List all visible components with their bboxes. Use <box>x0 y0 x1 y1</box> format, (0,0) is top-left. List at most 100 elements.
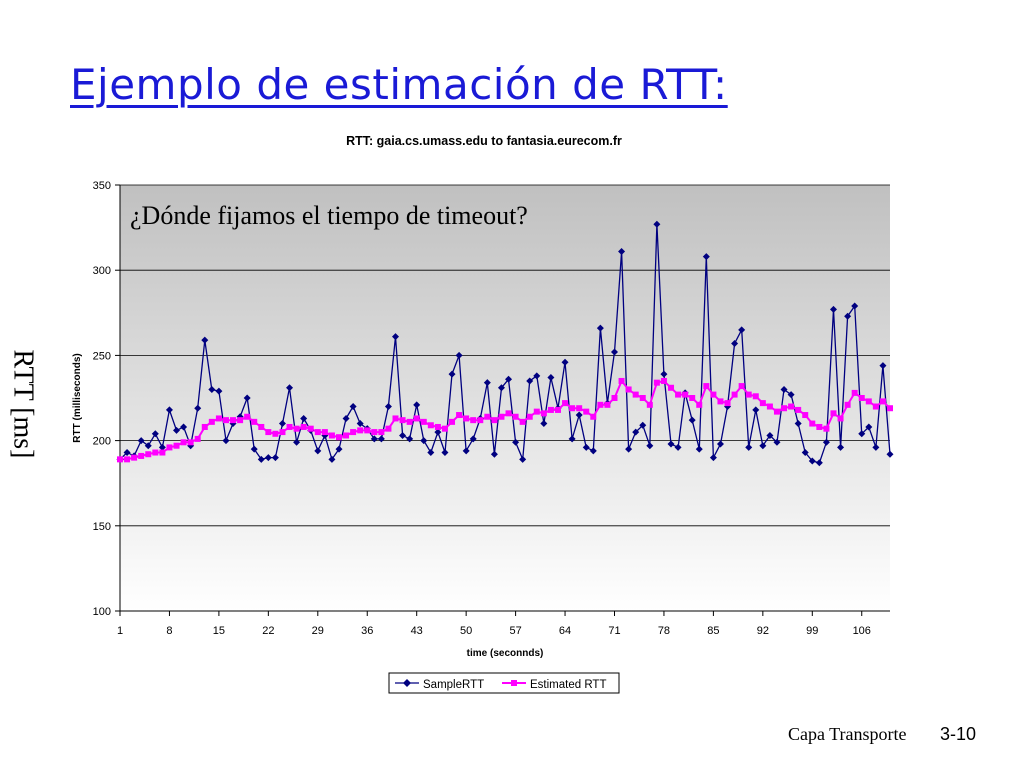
footer-page-number: 3-10 <box>940 724 977 744</box>
estimated-rtt-point <box>781 405 788 412</box>
estimated-rtt-point <box>343 432 350 439</box>
legend-estimated-label: Estimated RTT <box>530 679 606 691</box>
estimated-rtt-point <box>307 425 314 432</box>
legend-estimated-marker <box>511 680 517 686</box>
sample-rtt-point <box>384 403 392 411</box>
sample-rtt-point <box>625 445 633 453</box>
estimated-rtt-point <box>802 412 809 419</box>
sample-rtt-point <box>561 358 569 366</box>
sample-rtt-point <box>794 420 802 428</box>
estimated-rtt-point <box>696 401 703 408</box>
sample-rtt-point <box>829 305 837 313</box>
sample-rtt-point <box>165 406 173 414</box>
estimated-rtt-point <box>675 391 682 398</box>
estimated-rtt-point <box>816 423 823 430</box>
estimated-rtt-point <box>547 406 554 413</box>
sample-rtt-point <box>173 426 181 434</box>
sample-rtt-point <box>264 454 272 462</box>
x-tick-label: 64 <box>559 625 571 637</box>
sample-rtt-point <box>208 385 216 393</box>
sample-rtt-point <box>815 459 823 467</box>
sample-rtt-point <box>328 455 336 463</box>
x-tick-label: 92 <box>757 625 769 637</box>
estimated-rtt-point <box>569 405 576 412</box>
chart-title: RTT: gaia.cs.umass.edu to fantasia.eurec… <box>346 134 622 148</box>
sample-rtt-point <box>349 403 357 411</box>
x-tick-label: 43 <box>411 625 423 637</box>
sample-rtt-point <box>497 384 505 392</box>
estimated-rtt-point <box>159 449 166 456</box>
sample-rtt-point <box>858 430 866 438</box>
sample-rtt-point <box>533 372 541 380</box>
estimated-rtt-point <box>491 417 498 424</box>
sample-rtt-point <box>865 423 873 431</box>
sample-rtt-point <box>872 443 880 451</box>
estimated-rtt-point <box>293 425 300 432</box>
sample-rtt-point <box>194 404 202 412</box>
footer-section: Capa Transporte <box>788 724 907 744</box>
sample-rtt-point <box>512 438 520 446</box>
estimated-rtt-point <box>519 418 526 425</box>
estimated-rtt-point <box>208 418 215 425</box>
sample-rtt-point <box>335 445 343 453</box>
sample-rtt-point <box>314 447 322 455</box>
estimated-rtt-point <box>576 405 583 412</box>
estimated-rtt-point <box>420 418 427 425</box>
sample-rtt-point <box>441 449 449 457</box>
estimated-rtt-point <box>562 400 569 407</box>
estimated-rtt-point <box>357 427 364 434</box>
estimated-rtt-point <box>314 429 321 436</box>
sample-rtt-point <box>158 443 166 451</box>
sample-rtt-point <box>483 379 491 387</box>
y-tick-label: 350 <box>93 180 111 192</box>
estimated-rtt-point <box>505 410 512 417</box>
sample-rtt-point <box>886 450 894 458</box>
estimated-rtt-point <box>371 429 378 436</box>
sample-rtt-point <box>667 440 675 448</box>
estimated-rtt-point <box>145 451 152 458</box>
estimated-rtt-point <box>152 449 159 456</box>
estimated-rtt-point <box>399 417 406 424</box>
x-tick-label: 22 <box>262 625 274 637</box>
estimated-rtt-point <box>286 423 293 430</box>
plot-area <box>120 185 890 611</box>
sample-rtt-point <box>801 449 809 457</box>
sample-rtt-point <box>420 437 428 445</box>
sample-rtt-point <box>773 438 781 446</box>
sample-rtt-point <box>243 394 251 402</box>
sample-rtt-point <box>490 450 498 458</box>
sample-rtt-point <box>547 374 555 382</box>
sample-rtt-point <box>286 384 294 392</box>
estimated-rtt-point <box>364 427 371 434</box>
sample-rtt-point <box>448 370 456 378</box>
chart-annotation: ¿Dónde fijamos el tiempo de timeout? <box>130 201 528 230</box>
sample-rtt-point <box>879 362 887 370</box>
y-tick-label: 200 <box>93 436 111 448</box>
estimated-rtt-point <box>512 413 519 420</box>
estimated-rtt-point <box>809 420 816 427</box>
sample-rtt-point <box>738 326 746 334</box>
sample-rtt-point <box>505 375 513 383</box>
estimated-rtt-point <box>470 417 477 424</box>
estimated-rtt-point <box>632 391 639 398</box>
estimated-rtt-point <box>215 415 222 422</box>
estimated-rtt-point <box>173 442 180 449</box>
legend-sample-marker <box>403 679 411 687</box>
x-tick-label: 15 <box>213 625 225 637</box>
sample-rtt-point <box>123 449 131 457</box>
sample-rtt-point <box>377 435 385 443</box>
estimated-rtt-point <box>413 415 420 422</box>
estimated-rtt-point <box>837 415 844 422</box>
sample-rtt-point <box>759 442 767 450</box>
sample-rtt-point <box>278 420 286 428</box>
y-tick-label: 300 <box>93 265 111 277</box>
estimated-rtt-point <box>449 418 456 425</box>
estimated-rtt-point <box>625 386 632 393</box>
estimated-rtt-point <box>745 391 752 398</box>
sample-rtt-point <box>808 457 816 465</box>
sample-rtt-point <box>455 351 463 359</box>
estimated-rtt-point <box>710 391 717 398</box>
estimated-rtt-point <box>180 439 187 446</box>
sample-rtt-point <box>201 336 209 344</box>
sample-rtt-point <box>632 428 640 436</box>
